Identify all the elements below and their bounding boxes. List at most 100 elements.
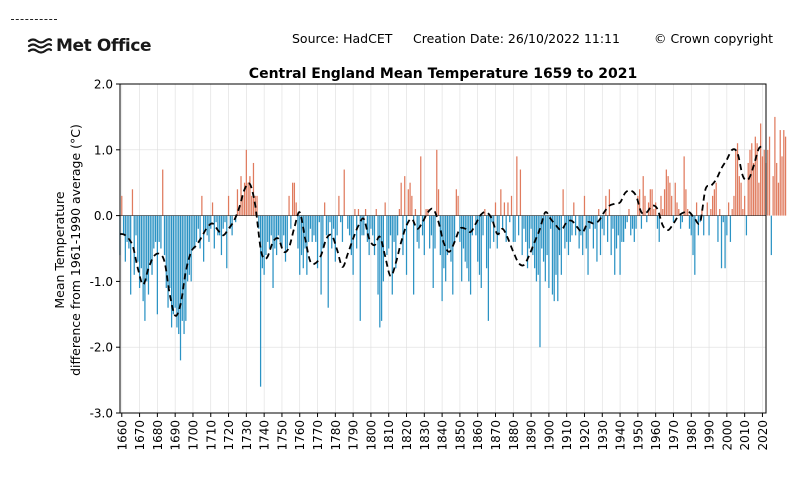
anomaly-bar — [461, 215, 463, 282]
anomaly-bar — [158, 215, 160, 242]
anomaly-bar — [192, 215, 194, 249]
anomaly-bar — [270, 215, 272, 236]
anomaly-bar — [199, 215, 201, 249]
anomaly-bar — [710, 209, 712, 216]
anomaly-bar — [679, 215, 682, 229]
anomaly-bar — [398, 209, 401, 216]
y-axis-label-line2: difference from 1961-1990 average (°C) — [68, 124, 83, 376]
anomaly-bar — [763, 149, 765, 216]
anomaly-bar — [585, 215, 587, 249]
anomaly-bar — [665, 169, 667, 216]
anomaly-bar — [590, 215, 593, 223]
anomaly-bar — [274, 215, 276, 249]
anomaly-bar — [574, 215, 577, 236]
anomaly-bar — [557, 215, 559, 302]
x-tick-label: 1770 — [311, 420, 325, 451]
anomaly-bar — [736, 143, 739, 216]
anomaly-bar — [441, 215, 443, 302]
anomaly-bar — [767, 149, 769, 216]
anomaly-bar — [562, 189, 564, 216]
anomaly-bar — [379, 215, 381, 328]
anomaly-bar — [599, 215, 602, 256]
anomaly-bar — [238, 209, 240, 216]
anomaly-bar — [375, 209, 377, 216]
anomaly-bar — [350, 215, 352, 256]
anomaly-bar — [628, 209, 630, 216]
anomaly-bar — [382, 215, 385, 282]
anomaly-bar — [252, 162, 255, 216]
x-tick-label: 1930 — [596, 420, 610, 451]
anomaly-bar — [389, 215, 392, 236]
anomaly-bar — [311, 215, 313, 242]
anomaly-bar — [551, 215, 554, 295]
anomaly-bar — [480, 215, 482, 288]
x-tick-label: 1940 — [614, 420, 628, 451]
anomaly-bar — [436, 149, 438, 216]
anomaly-bar — [633, 215, 635, 242]
anomaly-bar — [133, 215, 135, 275]
source-label: Source: HadCET — [292, 31, 393, 46]
y-tick-label: -2.0 — [90, 341, 113, 355]
anomaly-bar — [400, 182, 402, 216]
anomaly-bar — [147, 215, 150, 295]
anomaly-bar — [211, 202, 214, 216]
anomaly-bar — [719, 209, 721, 216]
anomaly-bar — [195, 215, 198, 242]
anomaly-bar — [386, 215, 388, 256]
anomaly-bar — [437, 189, 440, 216]
anomaly-bar — [471, 215, 473, 236]
anomaly-bar — [359, 215, 361, 321]
anomaly-bar — [569, 215, 571, 242]
anomaly-bar — [733, 195, 735, 216]
anomaly-bar — [740, 182, 742, 216]
anomaly-bar — [651, 189, 653, 216]
anomaly-bar — [338, 195, 340, 216]
anomaly-bar — [639, 189, 641, 216]
anomaly-bar — [683, 156, 685, 216]
anomaly-bar — [754, 136, 756, 216]
anomaly-bar — [699, 215, 701, 223]
anomaly-bar — [489, 215, 491, 249]
anomaly-bar — [537, 215, 539, 275]
anomaly-bar — [128, 215, 130, 249]
y-tick-label: -1.0 — [90, 275, 113, 289]
met-office-wave-icon — [27, 38, 53, 54]
anomaly-bar — [163, 215, 166, 256]
anomaly-bar — [619, 215, 621, 275]
anomaly-bar — [510, 195, 513, 216]
anomaly-bar — [578, 215, 580, 249]
creation-date-label: Creation Date: 26/10/2022 11:11 — [413, 31, 620, 46]
anomaly-bar — [295, 202, 297, 216]
anomaly-bar — [525, 215, 527, 242]
anomaly-bar — [475, 215, 477, 236]
anomaly-bar — [174, 215, 176, 308]
anomaly-bar — [340, 215, 342, 223]
anomaly-bar — [405, 215, 408, 275]
anomaly-bar — [744, 195, 746, 216]
x-tick-label: 1750 — [275, 420, 289, 451]
anomaly-bars — [119, 116, 787, 387]
anomaly-bar — [215, 215, 217, 223]
anomaly-bar — [357, 209, 360, 216]
anomaly-bar — [395, 215, 397, 269]
anomaly-bar — [156, 215, 158, 315]
anomaly-bar — [354, 209, 356, 216]
anomaly-bar — [731, 209, 733, 216]
anomaly-bar — [649, 189, 651, 216]
x-tick-label: 1880 — [507, 420, 521, 451]
anomaly-bar — [623, 215, 625, 242]
anomaly-bar — [446, 215, 449, 256]
anomaly-bar — [249, 176, 251, 216]
anomaly-bar — [329, 215, 331, 223]
anomaly-bar — [706, 202, 708, 216]
anomaly-bar — [306, 215, 308, 275]
anomaly-bar — [121, 195, 123, 216]
anomaly-bar — [681, 215, 683, 223]
anomaly-bar — [236, 189, 239, 216]
anomaly-bar — [151, 215, 153, 275]
anomaly-bar — [327, 215, 329, 308]
y-tick-label: 2.0 — [94, 78, 113, 92]
anomaly-bar — [518, 215, 520, 236]
anomaly-bar — [393, 215, 395, 242]
